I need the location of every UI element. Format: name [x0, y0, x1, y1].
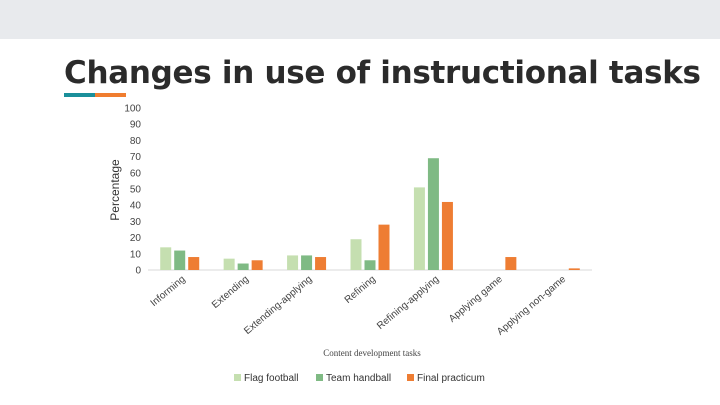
bar	[505, 257, 517, 270]
bar	[364, 260, 376, 270]
y-tick-label: 100	[124, 104, 141, 115]
legend-label: Final practicum	[417, 373, 485, 384]
y-tick-label: 50	[130, 185, 142, 196]
x-tick-label: Informing	[149, 274, 188, 309]
bar	[413, 187, 425, 270]
y-axis-ticks: 0 10 20 30 40 50 60 70 80 90 100	[124, 104, 141, 277]
y-tick-label: 30	[130, 217, 142, 228]
x-tick-label: Extending-applying	[242, 274, 314, 337]
y-tick-label: 20	[130, 233, 142, 244]
y-tick-label: 40	[130, 201, 142, 212]
bar	[350, 239, 362, 270]
bars	[160, 158, 580, 270]
x-tick-label: Refining	[343, 274, 378, 306]
y-tick-label: 0	[135, 266, 141, 277]
bar	[287, 255, 299, 270]
legend-swatch	[407, 374, 414, 381]
bar	[223, 258, 235, 270]
bar	[301, 255, 313, 270]
x-axis-title: Content development tasks	[323, 348, 421, 358]
legend-swatch	[234, 374, 241, 381]
bar	[378, 224, 390, 270]
y-axis-title: Percentage	[108, 159, 122, 221]
bar	[160, 247, 172, 270]
accent-orange-segment	[95, 93, 126, 97]
bar	[568, 268, 580, 270]
bar	[237, 263, 249, 270]
x-tick-label: Extending	[210, 274, 251, 311]
legend-swatch	[316, 374, 323, 381]
bar	[251, 260, 263, 270]
legend-label: Team handball	[326, 373, 391, 384]
y-tick-label: 80	[130, 136, 142, 147]
legend-label: Flag football	[244, 373, 298, 384]
y-tick-label: 70	[130, 152, 142, 163]
bar	[174, 250, 186, 270]
x-tick-label: Applying game	[447, 274, 505, 325]
top-band	[0, 0, 720, 39]
legend: Flag football Team handball Final practicu…	[234, 373, 485, 384]
bar	[441, 201, 453, 270]
x-tick-label: Refining-applying	[375, 274, 441, 332]
accent-teal-segment	[64, 93, 95, 97]
y-tick-label: 10	[130, 249, 142, 260]
y-tick-label: 90	[130, 120, 142, 131]
y-tick-label: 60	[130, 168, 142, 179]
x-tick-label: Applying non-game	[495, 274, 568, 338]
bar	[188, 257, 200, 270]
slide-title: Changes in use of instructional tasks	[64, 55, 701, 91]
bar	[427, 158, 439, 270]
bar	[315, 257, 327, 270]
